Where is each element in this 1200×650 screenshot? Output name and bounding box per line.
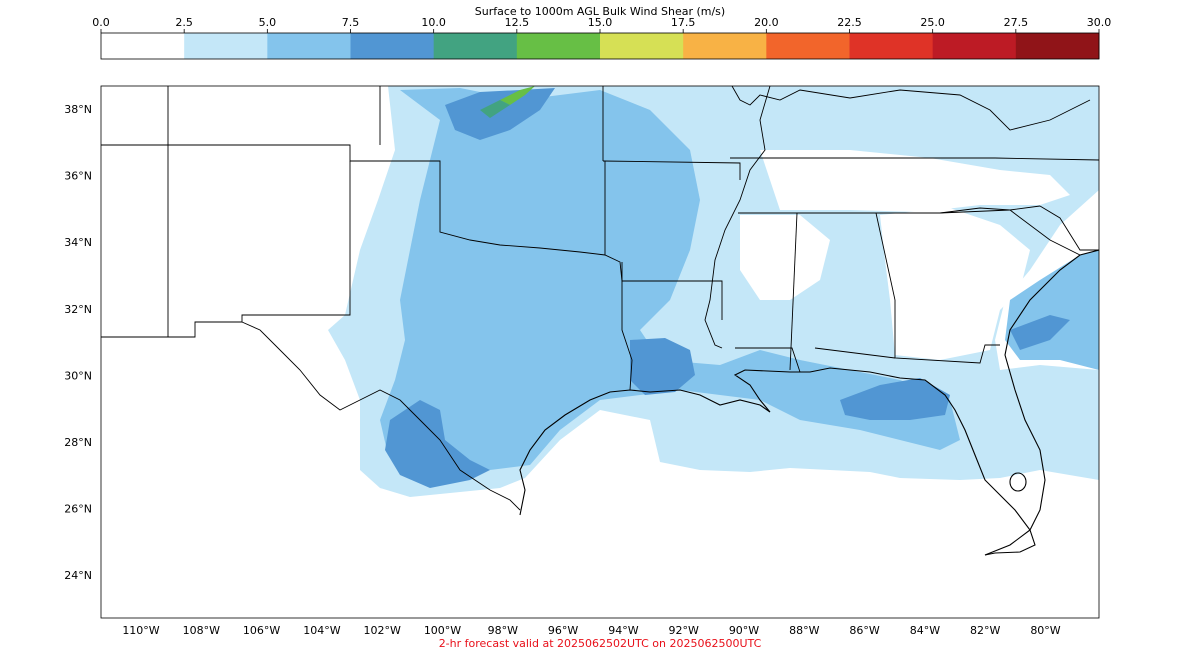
shear-field — [328, 86, 1099, 497]
colorbar-tick-label: 30.0 — [1087, 16, 1112, 29]
colorbar-tick-label: 2.5 — [175, 16, 193, 29]
colorbar-tick-label: 15.0 — [588, 16, 613, 29]
colorbar-swatch — [849, 33, 934, 59]
border-mississippi-river — [704, 86, 771, 349]
coastline — [519, 249, 1099, 556]
latitude-label: 34°N — [64, 236, 92, 249]
longitude-label: 98°W — [488, 624, 518, 637]
border-louisiana-mississippi — [735, 347, 801, 373]
colorbar-tick-label: 5.0 — [259, 16, 277, 29]
colorbar-tick-label: 25.0 — [920, 16, 945, 29]
longitude-label: 80°W — [1030, 624, 1060, 637]
map-panel: 38°N 36°N 34°N 32°N 30°N 28°N 26°N 24°N 110°W 10… — [64, 85, 1100, 637]
colorbar-swatch — [932, 33, 1017, 59]
border-texas-newmexico — [168, 161, 351, 338]
colorbar: Surface to 1000m AGL Bulk Wind Shear (m/… — [92, 5, 1111, 60]
colorbar-frame — [100, 32, 1100, 60]
border-alabama-georgia — [875, 212, 1000, 364]
longitude-label: 92°W — [669, 624, 699, 637]
colorbar-swatch — [766, 33, 850, 59]
longitude-label: 84°W — [910, 624, 940, 637]
colorbar-swatch — [350, 33, 435, 59]
colorbar-tick-label: 12.5 — [505, 16, 530, 29]
border-kentucky-tennessee — [730, 157, 1099, 161]
longitude-label: 90°W — [729, 624, 759, 637]
colorbar-tick-label: 22.5 — [837, 16, 862, 29]
colorbar-title: Surface to 1000m AGL Bulk Wind Shear (m/… — [475, 5, 725, 18]
colorbar-tick-label: 27.5 — [1004, 16, 1029, 29]
colorbar-swatch — [683, 33, 767, 59]
shear-region-dark-texas — [385, 400, 490, 488]
latitude-label: 28°N — [64, 436, 92, 449]
shear-region-green — [500, 86, 535, 105]
map-frame — [100, 85, 1100, 619]
longitude-label: 88°W — [789, 624, 819, 637]
longitude-label: 100°W — [424, 624, 461, 637]
forecast-footer: 2-hr forecast valid at 2025062502UTC on … — [439, 637, 762, 650]
colorbar-tick-label: 7.5 — [342, 16, 360, 29]
latitude-labels: 38°N 36°N 34°N 32°N 30°N 28°N 26°N 24°N — [64, 103, 92, 582]
shear-gap-southeast — [880, 208, 1030, 360]
colorbar-tick-label: 10.0 — [421, 16, 446, 29]
border-florida-panhandle — [814, 347, 896, 359]
shear-region-dark-kansas — [445, 88, 555, 140]
longitude-labels: 110°W 108°W 106°W 104°W 102°W 100°W 98°W 96°W 94… — [122, 624, 1060, 637]
colorbar-tick-label: 0.0 — [92, 16, 110, 29]
longitude-label: 108°W — [183, 624, 220, 637]
border-arkansas-north — [602, 160, 741, 180]
colorbar-ticks: 0.0 2.5 5.0 7.5 10.0 12.5 15.0 17.5 20.0 22.5 25.0… — [92, 16, 1111, 33]
shear-gap-midsouth — [740, 215, 830, 300]
shear-gap-east — [760, 150, 1070, 212]
longitude-label: 82°W — [970, 624, 1000, 637]
lake-okeechobee — [1009, 472, 1027, 492]
shear-region-teal — [480, 100, 510, 118]
colorbar-swatch — [1015, 33, 1100, 59]
colorbar-swatch — [600, 33, 684, 59]
gulf-coastline — [519, 367, 1036, 556]
colorbar-swatch — [516, 33, 601, 59]
border-mississippi-alabama — [789, 212, 798, 371]
latitude-label: 32°N — [64, 303, 92, 316]
colorbar-swatch — [184, 33, 268, 59]
border-ohio-river — [731, 86, 1091, 131]
longitude-label: 96°W — [548, 624, 578, 637]
longitude-label: 106°W — [243, 624, 280, 637]
latitude-label: 24°N — [64, 569, 92, 582]
colorbar-swatches — [101, 33, 1100, 59]
longitude-label: 104°W — [303, 624, 340, 637]
latitude-label: 30°N — [64, 369, 92, 382]
latitude-label: 36°N — [64, 170, 92, 183]
latitude-label: 38°N — [64, 103, 92, 116]
longitude-label: 94°W — [608, 624, 638, 637]
border-rio-grande — [241, 321, 521, 511]
atlantic-coastline — [984, 249, 1099, 556]
border-texas-louisiana — [621, 262, 633, 391]
colorbar-swatch — [101, 33, 185, 59]
colorbar-swatch — [433, 33, 518, 59]
border-arizona-newmexico — [101, 86, 169, 338]
longitude-label: 110°W — [122, 624, 159, 637]
border-carolinas — [1039, 205, 1099, 251]
shear-region-dark-gulf — [840, 378, 950, 420]
colorbar-swatch — [267, 33, 351, 59]
state-borders — [101, 86, 1099, 511]
longitude-label: 102°W — [364, 624, 401, 637]
colorbar-tick-label: 20.0 — [754, 16, 779, 29]
latitude-label: 26°N — [64, 503, 92, 516]
shear-region-medium — [380, 88, 960, 475]
longitude-label: 86°W — [849, 624, 879, 637]
border-sc-ga — [939, 207, 1081, 256]
colorbar-tick-label: 17.5 — [671, 16, 696, 29]
shear-region-dark-louisiana — [630, 338, 695, 395]
shear-region-dark-atlantic — [1010, 315, 1070, 350]
